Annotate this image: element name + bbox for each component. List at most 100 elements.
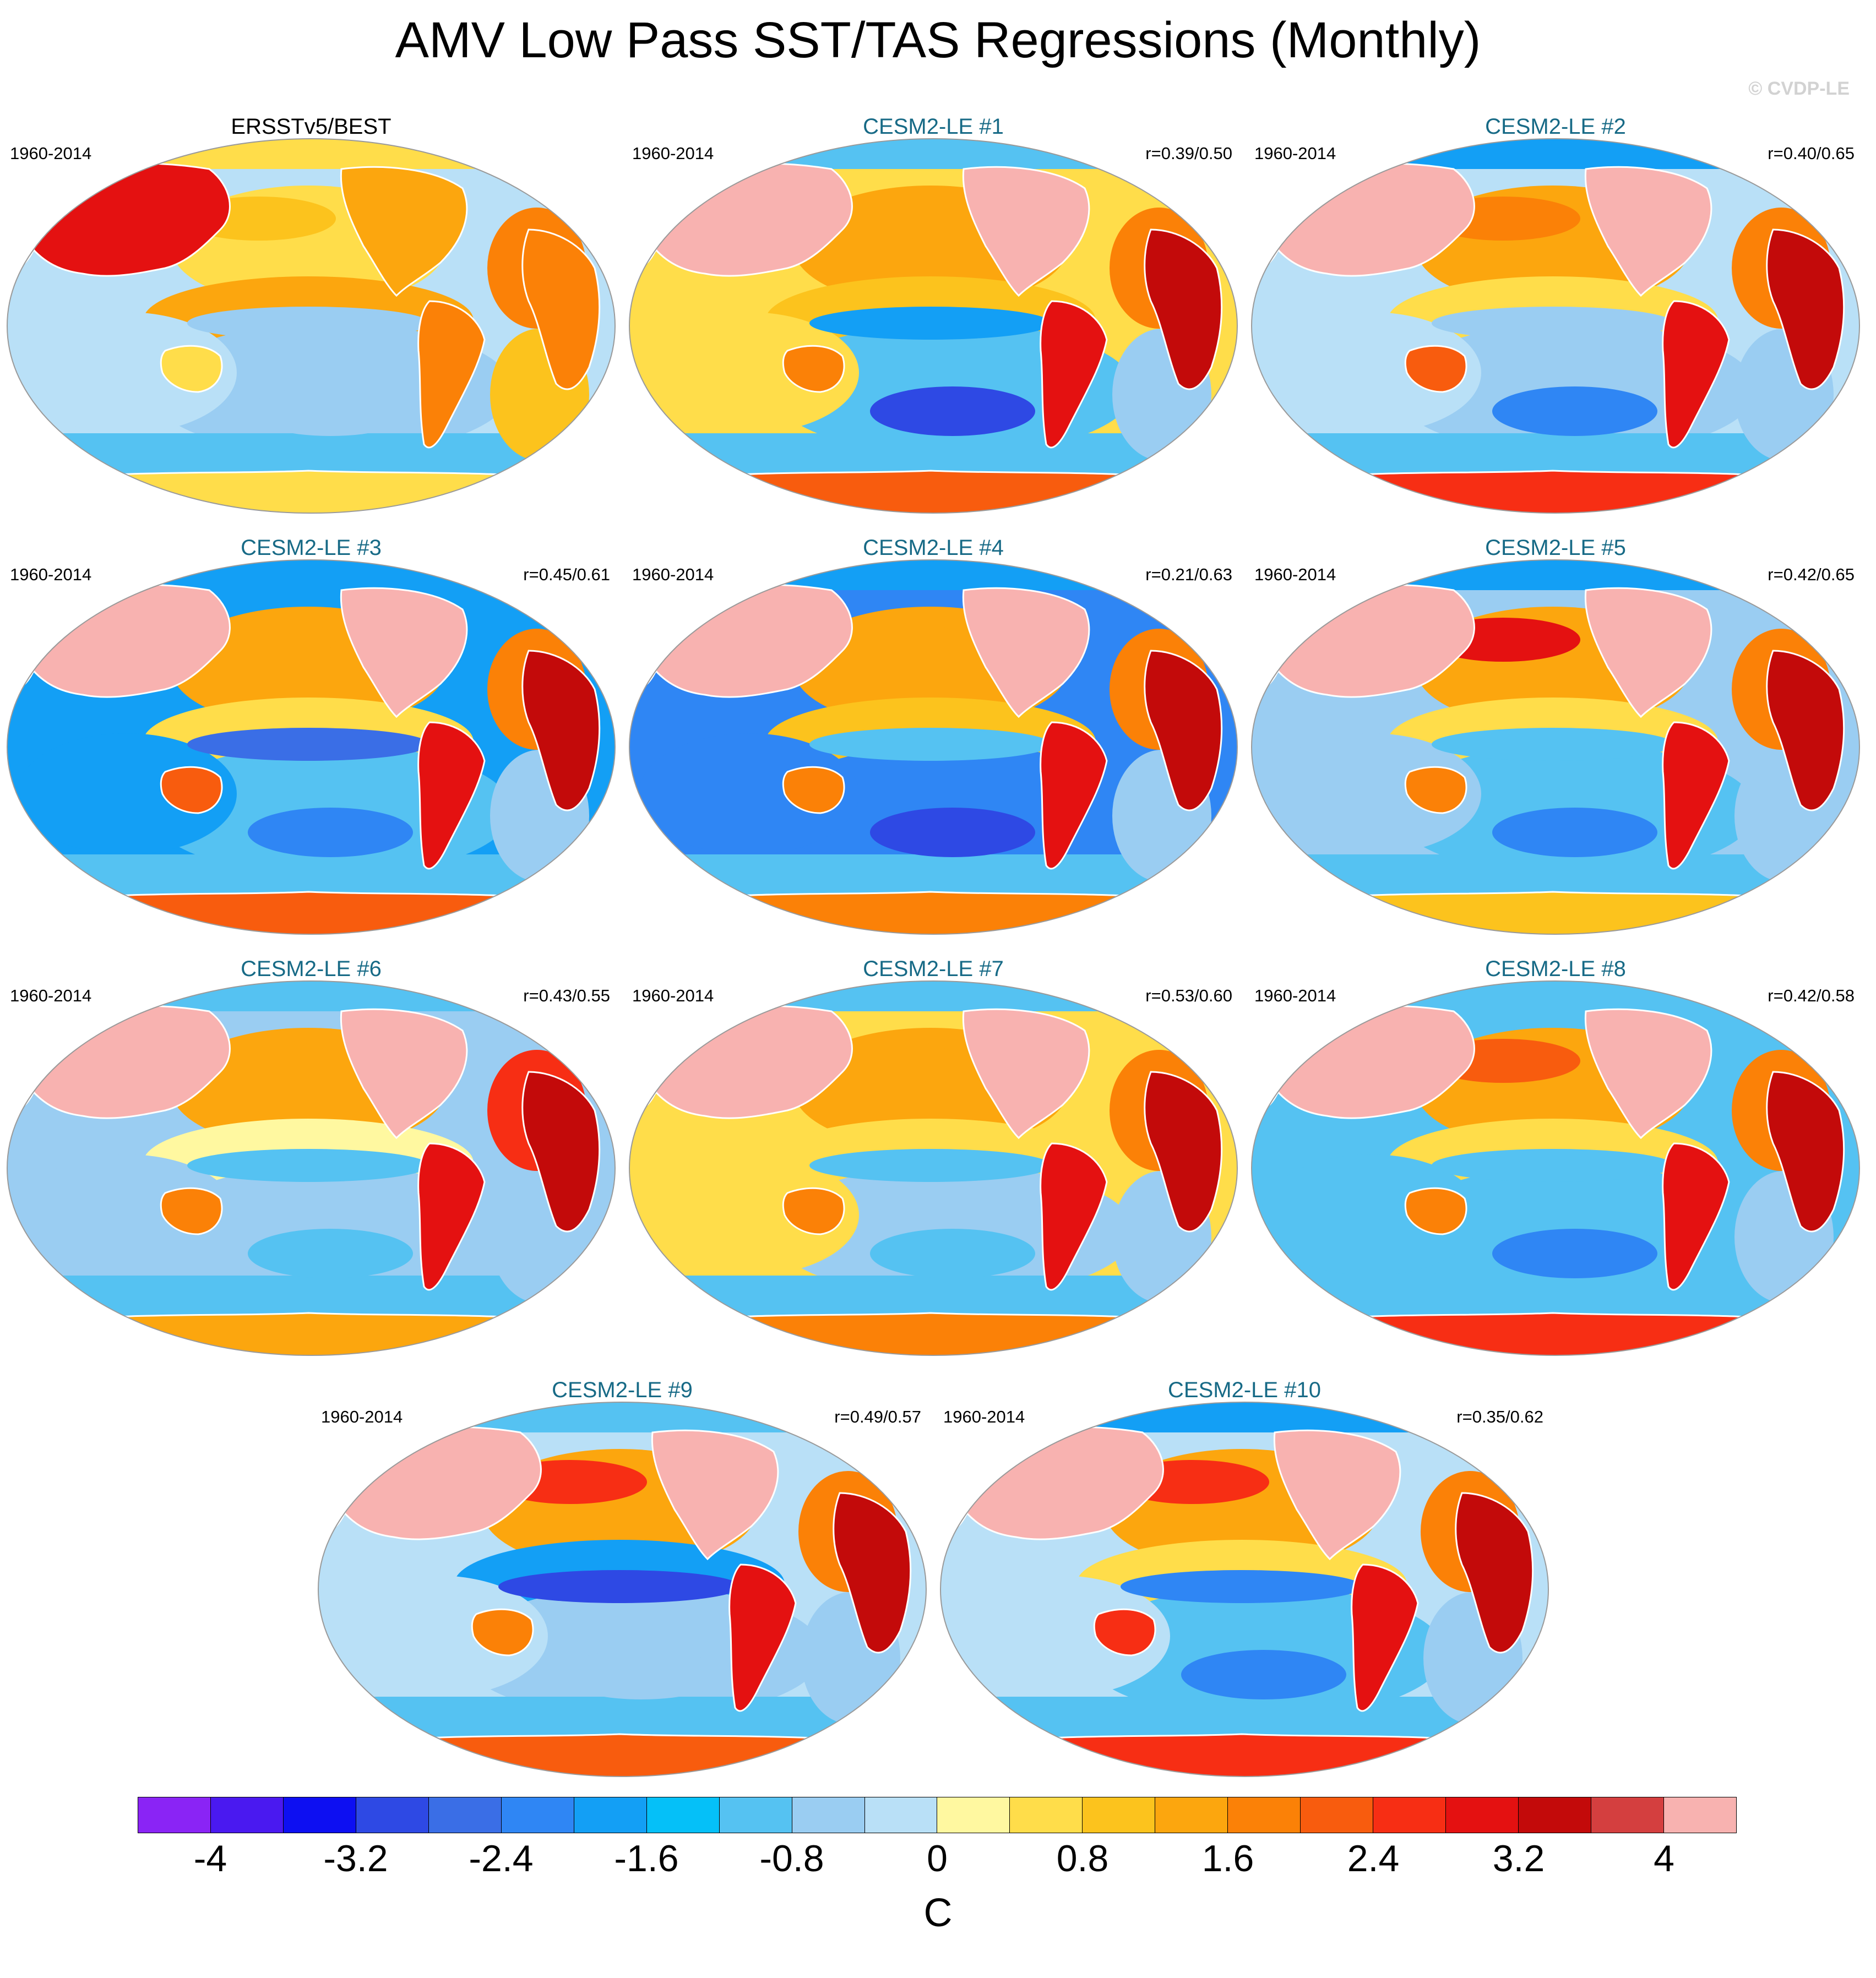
land-antarctic	[7, 891, 615, 934]
land-antarctic	[7, 1312, 615, 1355]
colorbar-tick-label: 0.8	[1056, 1838, 1109, 1879]
map-outline	[629, 980, 1238, 1356]
panel-period: 1960-2014	[632, 144, 714, 163]
land-africa	[833, 1492, 912, 1654]
colorbar-tick-label: 4	[1654, 1838, 1674, 1879]
map-panel: CESM2-LE #10 1960-2014 r=0.35/0.62	[933, 1376, 1556, 1800]
colorbar-swatch	[283, 1797, 356, 1833]
ocean-anomaly-io	[950, 1576, 1170, 1697]
panel-title: CESM2-LE #8	[1485, 957, 1626, 981]
land-samer	[1351, 1563, 1419, 1712]
regression-map	[7, 138, 616, 514]
land-samer	[1662, 721, 1730, 870]
panel-title: CESM2-LE #3	[241, 536, 382, 560]
colorbar-swatch	[719, 1797, 792, 1833]
ocean-anomaly-sohot	[870, 808, 1035, 857]
land-namer	[1584, 1008, 1712, 1140]
panel-title: CESM2-LE #7	[863, 957, 1004, 981]
map-panel: CESM2-LE #3 1960-2014 r=0.45/0.61	[0, 534, 622, 958]
panel-title: CESM2-LE #10	[1168, 1378, 1321, 1402]
ocean-anomaly-arctic	[1252, 981, 1859, 1011]
land-africa	[1766, 650, 1845, 811]
ocean-anomaly-arctic	[1252, 139, 1859, 169]
map-panel: CESM2-LE #1 1960-2014 r=0.39/0.50	[622, 113, 1244, 537]
land-aus	[1404, 1187, 1467, 1235]
colorbar-swatch	[937, 1797, 1010, 1833]
panel-pattern-correlation: r=0.43/0.55	[523, 986, 610, 1005]
colorbar-swatch	[1155, 1797, 1228, 1833]
ocean-anomaly-io	[17, 733, 237, 854]
land-samer	[1040, 300, 1108, 449]
map-outline	[940, 1402, 1549, 1777]
panel-period: 1960-2014	[632, 986, 714, 1005]
colorbar-swatch	[1228, 1797, 1301, 1833]
panel-period: 1960-2014	[10, 986, 92, 1005]
land-africa	[521, 1071, 601, 1233]
panel-pattern-correlation: r=0.53/0.60	[1145, 986, 1232, 1005]
ocean-anomaly-io	[639, 733, 859, 854]
panel-title: CESM2-LE #5	[1485, 536, 1626, 560]
panel-pattern-correlation: r=0.45/0.61	[523, 565, 610, 584]
land-antarctic	[1252, 470, 1859, 513]
colorbar-swatch	[1519, 1797, 1592, 1833]
regression-map	[7, 559, 616, 935]
ocean-anomaly-arctic	[7, 981, 615, 1011]
ocean-anomaly-arctic	[7, 560, 615, 590]
panel-title: CESM2-LE #1	[863, 115, 1004, 139]
panel-period: 1960-2014	[1254, 986, 1336, 1005]
ocean-anomaly-arctic	[629, 560, 1237, 590]
land-antarctic	[629, 1312, 1237, 1355]
map-outline	[1251, 980, 1860, 1356]
map-outline	[629, 138, 1238, 514]
map-outline	[7, 980, 616, 1356]
land-samer	[1662, 1142, 1730, 1291]
ocean-anomaly-eqcold	[809, 1149, 1052, 1182]
land-aus	[782, 1187, 845, 1235]
ocean-anomaly-eqcold	[1432, 728, 1674, 761]
panel-period: 1960-2014	[632, 565, 714, 584]
land-antarctic	[7, 470, 615, 513]
ocean-anomaly-io	[639, 312, 859, 433]
panel-pattern-correlation: r=0.39/0.50	[1145, 144, 1232, 163]
land-namer	[1584, 166, 1712, 297]
land-africa	[1144, 228, 1223, 390]
land-antarctic	[318, 1733, 926, 1777]
map-outline	[1251, 559, 1860, 935]
land-antarctic	[1252, 1312, 1859, 1355]
land-namer	[651, 1429, 779, 1561]
colorbar-swatch	[1083, 1797, 1156, 1833]
ocean-anomaly-arctic	[318, 1402, 926, 1432]
land-antarctic	[940, 1733, 1548, 1777]
map-panel: CESM2-LE #4 1960-2014 r=0.21/0.63	[622, 534, 1244, 958]
panel-title: ERSSTv5/BEST	[231, 115, 391, 139]
colorbar-tick-label: -3.2	[323, 1838, 388, 1879]
panel-period: 1960-2014	[10, 144, 92, 163]
regression-map	[7, 980, 616, 1356]
panel-title: CESM2-LE #4	[863, 536, 1004, 560]
map-outline	[1251, 138, 1860, 514]
colorbar-tick-label: 2.4	[1347, 1838, 1400, 1879]
ocean-anomaly-eqcold	[187, 728, 429, 761]
land-samer	[417, 721, 486, 870]
ocean-anomaly-sohot	[870, 386, 1035, 436]
colorbar-swatch	[574, 1797, 647, 1833]
ocean-anomaly-arctic	[7, 139, 615, 169]
colorbar-tick-label: -2.4	[469, 1838, 534, 1879]
land-aus	[160, 1187, 223, 1235]
colorbar-swatch	[210, 1797, 284, 1833]
land-namer	[1273, 1429, 1401, 1561]
land-aus	[160, 345, 223, 393]
ocean-anomaly-sohot	[1181, 1650, 1346, 1699]
regression-map	[1251, 980, 1860, 1356]
regression-map	[629, 559, 1238, 935]
land-africa	[1766, 228, 1845, 390]
colorbar-swatch	[1446, 1797, 1519, 1833]
panel-pattern-correlation: r=0.42/0.58	[1768, 986, 1855, 1005]
colorbar-swatch	[138, 1797, 211, 1833]
ocean-anomaly-eqcold	[1121, 1570, 1363, 1603]
colorbar-swatch	[1010, 1797, 1083, 1833]
land-africa	[1455, 1492, 1534, 1654]
panel-pattern-correlation: r=0.21/0.63	[1145, 565, 1232, 584]
land-samer	[417, 1142, 486, 1291]
ocean-anomaly-eqcold	[809, 307, 1052, 340]
